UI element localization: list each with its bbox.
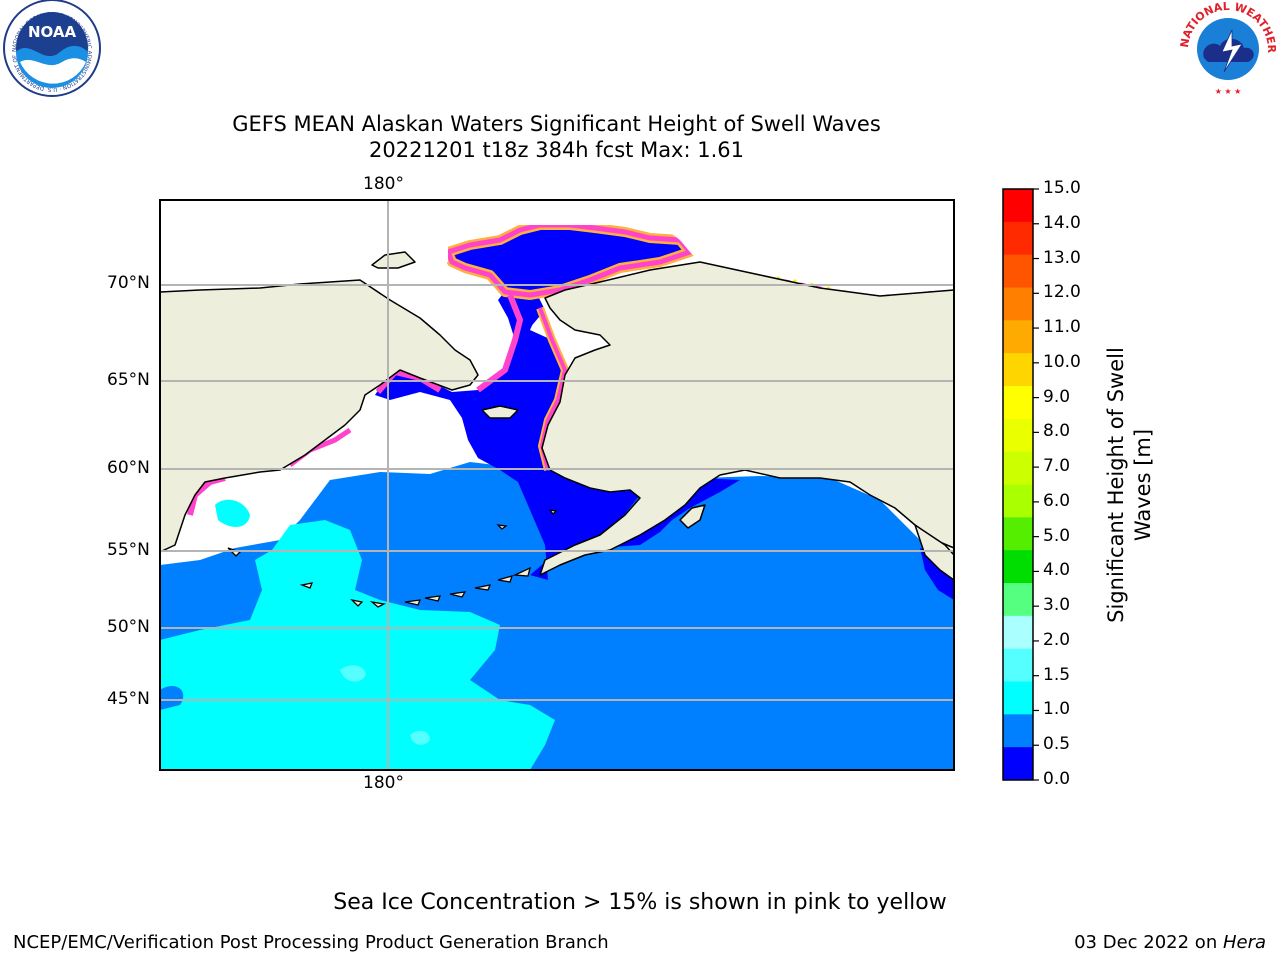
colorbar-tick-label: 5.0	[1043, 525, 1071, 546]
chart-subtitle: 20221201 t18z 384h fcst Max: 1.61	[369, 138, 744, 162]
colorbar-tick-label: 9.0	[1043, 386, 1071, 407]
colorbar-bin	[1003, 287, 1033, 321]
colorbar-tick-label: 2.0	[1043, 629, 1071, 650]
colorbar-bin	[1003, 254, 1033, 288]
nws-logo: NATIONAL WEATHER SERVICE ★ ★ ★	[0, 0, 1278, 96]
land-masses	[160, 251, 954, 581]
kodiak-island	[679, 504, 706, 529]
footer-machine: Hera	[1222, 932, 1266, 953]
colorbar-bin	[1003, 386, 1033, 420]
colorbar-bin	[1003, 615, 1033, 650]
colorbar-tick-label: 14.0	[1043, 212, 1081, 233]
footer-date-text: 03 Dec 2022 on	[1074, 932, 1223, 953]
lat-label-50: 50°N	[107, 617, 150, 637]
colorbar-tick-label: 15.0	[1043, 178, 1081, 198]
footer-date: 03 Dec 2022 on Hera	[1074, 932, 1266, 953]
colorbar-bin	[1003, 451, 1033, 485]
chart-title: GEFS MEAN Alaskan Waters Significant Hei…	[232, 112, 881, 136]
colorbar-label: Significant Height of Swell Waves [m]	[1104, 347, 1155, 623]
colorbar-tick-label: 6.0	[1043, 490, 1071, 511]
swell-field	[160, 225, 954, 770]
colorbar-tick-label: 0.0	[1043, 769, 1071, 789]
nws-ring-text: NATIONAL WEATHER SERVICE	[0, 0, 1278, 54]
colorbar-tick-label: 11.0	[1043, 317, 1081, 338]
noaa-logo: NOAA NATIONAL OCEANIC AND ATMOSPHERIC AD…	[0, 0, 101, 97]
alaska-land	[539, 261, 954, 576]
lat-label-55: 55°N	[107, 540, 150, 560]
st-lawrence-island	[481, 405, 519, 419]
colorbar-frame	[1002, 188, 1034, 781]
colorbar-tick-label: 12.0	[1043, 282, 1081, 303]
colorbar-bin	[1003, 550, 1033, 584]
map-frame	[159, 199, 955, 771]
colorbar-tick-label: 1.0	[1043, 699, 1071, 720]
lon-label-bottom: 180°	[363, 773, 404, 793]
colorbar-bin	[1003, 517, 1033, 551]
noaa-logo-text: NOAA	[28, 23, 77, 41]
colorbar-tick-label: 0.5	[1043, 734, 1071, 755]
colorbar-bin	[1003, 418, 1033, 453]
colorbar-bin	[1003, 221, 1033, 256]
colorbar-bin	[1003, 714, 1033, 748]
lat-label-45: 45°N	[107, 689, 150, 709]
wrangel-island	[371, 251, 416, 269]
lat-label-70: 70°N	[107, 273, 150, 293]
footer-branch: NCEP/EMC/Verification Post Processing Pr…	[13, 932, 609, 953]
map-gridlines	[160, 200, 954, 770]
lon-label-top: 180°	[363, 174, 404, 194]
svg-text:★ ★ ★: ★ ★ ★	[1215, 87, 1242, 96]
lat-label-65: 65°N	[107, 370, 150, 390]
colorbar-tick-label: 8.0	[1043, 421, 1071, 442]
colorbar-tick-label: 10.0	[1043, 351, 1081, 372]
colorbar-bin	[1003, 681, 1033, 715]
aleutian-islands	[227, 509, 558, 608]
colorbar-bin	[1003, 189, 1033, 223]
colorbar-bin	[1003, 648, 1033, 682]
map-area	[159, 199, 955, 771]
colorbar-tick-label: 7.0	[1043, 456, 1071, 477]
colorbar-bin	[1003, 353, 1033, 387]
alaska-panhandle	[914, 524, 954, 581]
colorbar-tick-label: 13.0	[1043, 247, 1081, 268]
colorbar-bin	[1003, 747, 1033, 781]
lat-label-60: 60°N	[107, 458, 150, 478]
svg-text:NATIONAL WEATHER SERVICE: NATIONAL WEATHER SERVICE	[0, 0, 1278, 54]
chukotka-land	[160, 279, 479, 553]
colorbar-tick-label: 1.5	[1043, 664, 1071, 685]
colorbar-bin	[1003, 583, 1033, 617]
colorbar-tick-label: 4.0	[1043, 560, 1071, 581]
sea-ice-note: Sea Ice Concentration > 15% is shown in …	[333, 890, 947, 915]
colorbar-bin	[1003, 484, 1033, 518]
colorbar-tick-label: 3.0	[1043, 595, 1071, 616]
colorbar	[1002, 188, 1039, 781]
colorbar-bin	[1003, 320, 1033, 354]
